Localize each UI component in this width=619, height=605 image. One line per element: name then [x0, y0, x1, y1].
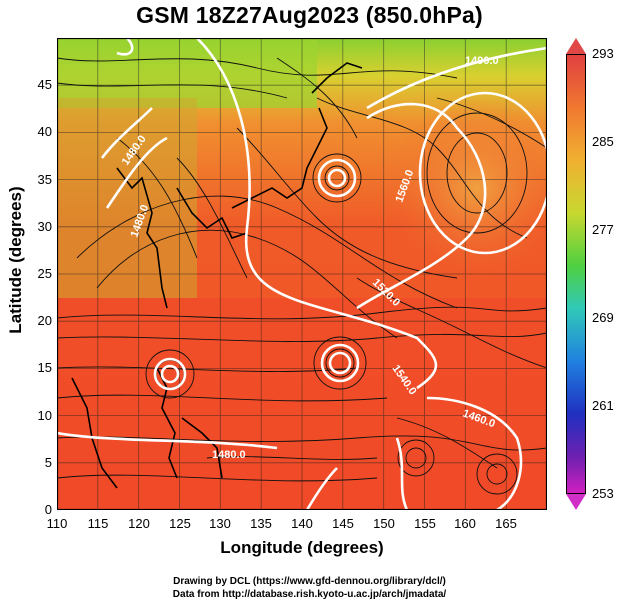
x-tick-label: 160 [454, 516, 476, 531]
colorbar-min-triangle [566, 494, 586, 510]
chart-title: GSM 18Z27Aug2023 (850.0hPa) [136, 2, 483, 28]
colorbar-label: 285 [592, 134, 614, 149]
x-tick-label: 140 [291, 516, 313, 531]
y-tick-label: 45 [37, 77, 52, 92]
y-tick-label: 30 [37, 219, 52, 234]
northeast-warm-region [387, 98, 547, 278]
y-tick-label: 15 [37, 360, 52, 375]
lat-lon-grid [57, 38, 547, 510]
y-tick-label: 5 [44, 455, 52, 470]
northern-cool-region [57, 38, 317, 108]
x-tick-label: 125 [169, 516, 191, 531]
x-tick-label: 110 [46, 516, 68, 531]
colorbar-max-triangle [566, 38, 586, 54]
contour-label: 1480.0 [212, 449, 246, 461]
x-axis-label: Longitude (degrees) [220, 538, 384, 557]
y-tick-label: 40 [37, 124, 52, 139]
x-tick-label: 150 [373, 516, 395, 531]
x-tick-label: 120 [128, 516, 150, 531]
plot-frame [57, 38, 547, 510]
colorbar-label: 293 [592, 46, 614, 61]
y-tick-label: 35 [37, 172, 52, 187]
map-plot-area: 1490.0 1560.0 1520.0 1540.0 1480.0 1460.… [57, 38, 547, 510]
credit-data: Data from http://database.rish.kyoto-u.a… [172, 589, 447, 600]
colorbar [566, 54, 586, 494]
x-tick-label: 130 [209, 516, 231, 531]
y-tick-label: 25 [37, 266, 52, 281]
colorbar-label: 261 [592, 398, 614, 413]
y-tick-label: 0 [44, 502, 52, 517]
x-tick-label: 155 [414, 516, 436, 531]
height-contours [57, 38, 547, 510]
x-tick-label: 135 [250, 516, 272, 531]
contour-label: 1490.0 [465, 55, 499, 67]
y-axis-label: Latitude (degrees) [6, 186, 25, 334]
colorbar-label: 253 [592, 486, 614, 501]
x-tick-label: 165 [495, 516, 517, 531]
credit-drawing: Drawing by DCL (https://www.gfd-dennou.o… [173, 576, 446, 587]
x-tick-label: 145 [332, 516, 354, 531]
colorbar-label: 269 [592, 310, 614, 325]
northwest-warm-region [57, 98, 197, 298]
y-tick-label: 20 [37, 313, 52, 328]
wind-streamlines [57, 57, 547, 495]
y-tick-label: 10 [37, 408, 52, 423]
colorbar-label: 277 [592, 222, 614, 237]
x-tick-label: 115 [87, 516, 109, 531]
